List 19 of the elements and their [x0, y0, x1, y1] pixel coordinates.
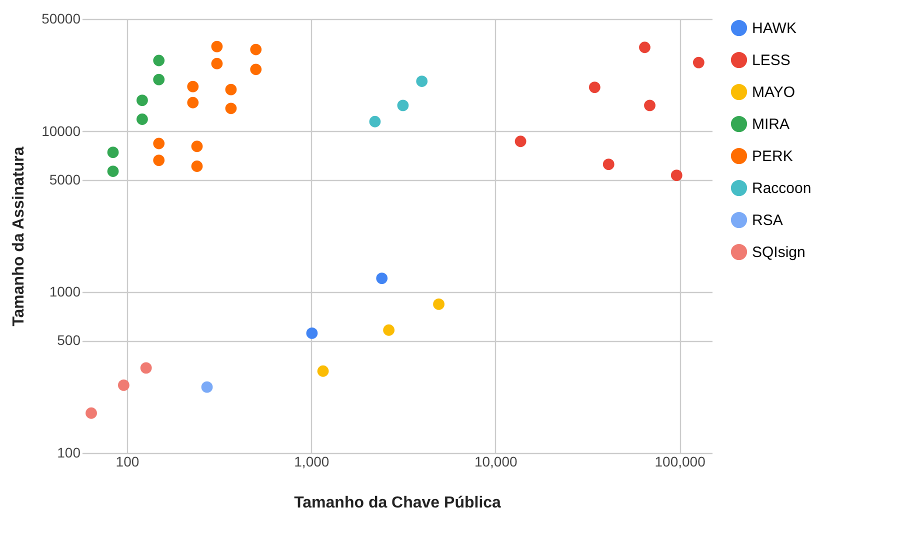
legend-label: RSA: [752, 212, 783, 229]
legend-label: HAWK: [752, 20, 796, 37]
legend-label: Raccoon: [752, 180, 812, 197]
legend-label: PERK: [752, 148, 793, 165]
x-tick-label: 1,000: [294, 454, 330, 470]
x-tick-label: 10,000: [474, 454, 518, 470]
x-tick-label: 100,000: [654, 454, 706, 470]
y-tick-label: 10000: [42, 122, 81, 139]
x-axis-title: Tamanho da Chave Pública: [294, 494, 502, 512]
legend-label: MIRA: [752, 116, 790, 133]
y-axis-title: Tamanho da Assinatura: [10, 146, 28, 326]
y-tick-label: 5000: [49, 171, 81, 188]
legend-label: MAYO: [752, 84, 796, 101]
legend-label: SQIsign: [752, 244, 806, 261]
y-tick-label: 1000: [49, 284, 81, 300]
x-tick-label: 100: [116, 454, 140, 470]
y-tick-label: 50000: [42, 10, 81, 26]
y-tick-label: 500: [57, 332, 81, 348]
legend-label: LESS: [752, 52, 790, 69]
